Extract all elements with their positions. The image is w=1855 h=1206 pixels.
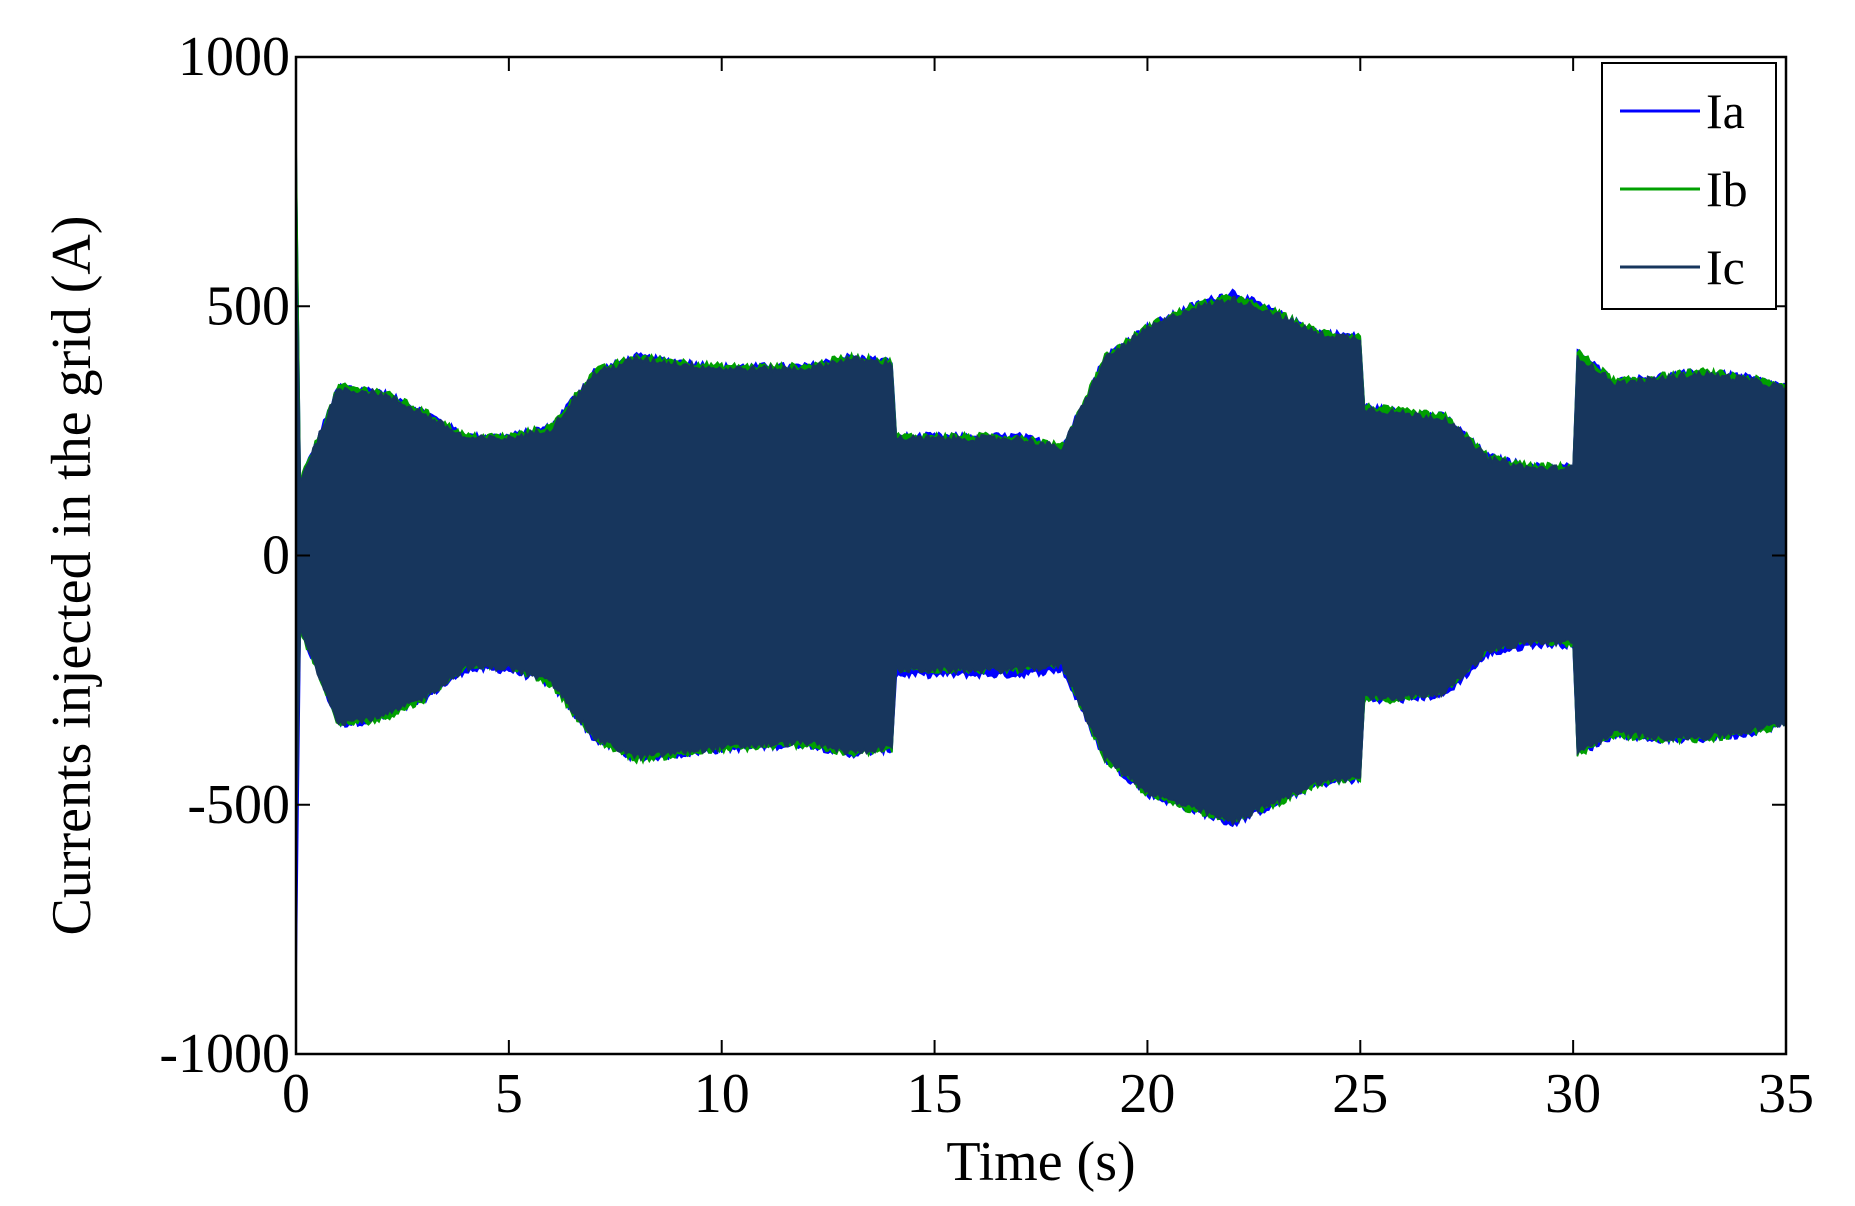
y-tick-label: -500 — [187, 774, 290, 836]
x-axis-label: Time (s) — [946, 1131, 1135, 1193]
legend-items: Ia Ib Ic — [1620, 83, 1748, 295]
y-tick-label: 1000 — [178, 26, 290, 88]
plot-area — [294, 55, 1788, 1056]
x-tick-label: 0 — [282, 1063, 310, 1125]
legend-label-ib: Ib — [1706, 161, 1748, 217]
legend: Ia Ib Ic — [1601, 62, 1777, 310]
y-tick-label: 0 — [262, 525, 290, 587]
x-tick-label: 20 — [1119, 1063, 1175, 1125]
legend-label-ia: Ia — [1706, 83, 1745, 139]
x-tick-labels: 0 5 10 15 20 25 30 35 — [282, 1063, 1814, 1125]
legend-box — [1601, 62, 1777, 310]
y-axis-label: Currents injected in the grid (A) — [41, 215, 103, 935]
y-tick-label: 500 — [206, 275, 290, 337]
series-layer — [295, 129, 1787, 991]
x-tick-label: 35 — [1758, 1063, 1814, 1125]
x-tick-label: 5 — [495, 1063, 523, 1125]
y-tick-labels: -1000 -500 0 500 1000 — [159, 26, 290, 1085]
x-tick-label: 15 — [907, 1063, 963, 1125]
y-tick-label: -1000 — [159, 1023, 290, 1085]
x-tick-label: 10 — [694, 1063, 750, 1125]
x-tick-label: 25 — [1332, 1063, 1388, 1125]
plot-frame — [294, 55, 1788, 1056]
legend-label-ic: Ic — [1706, 239, 1745, 295]
x-tick-label: 30 — [1545, 1063, 1601, 1125]
